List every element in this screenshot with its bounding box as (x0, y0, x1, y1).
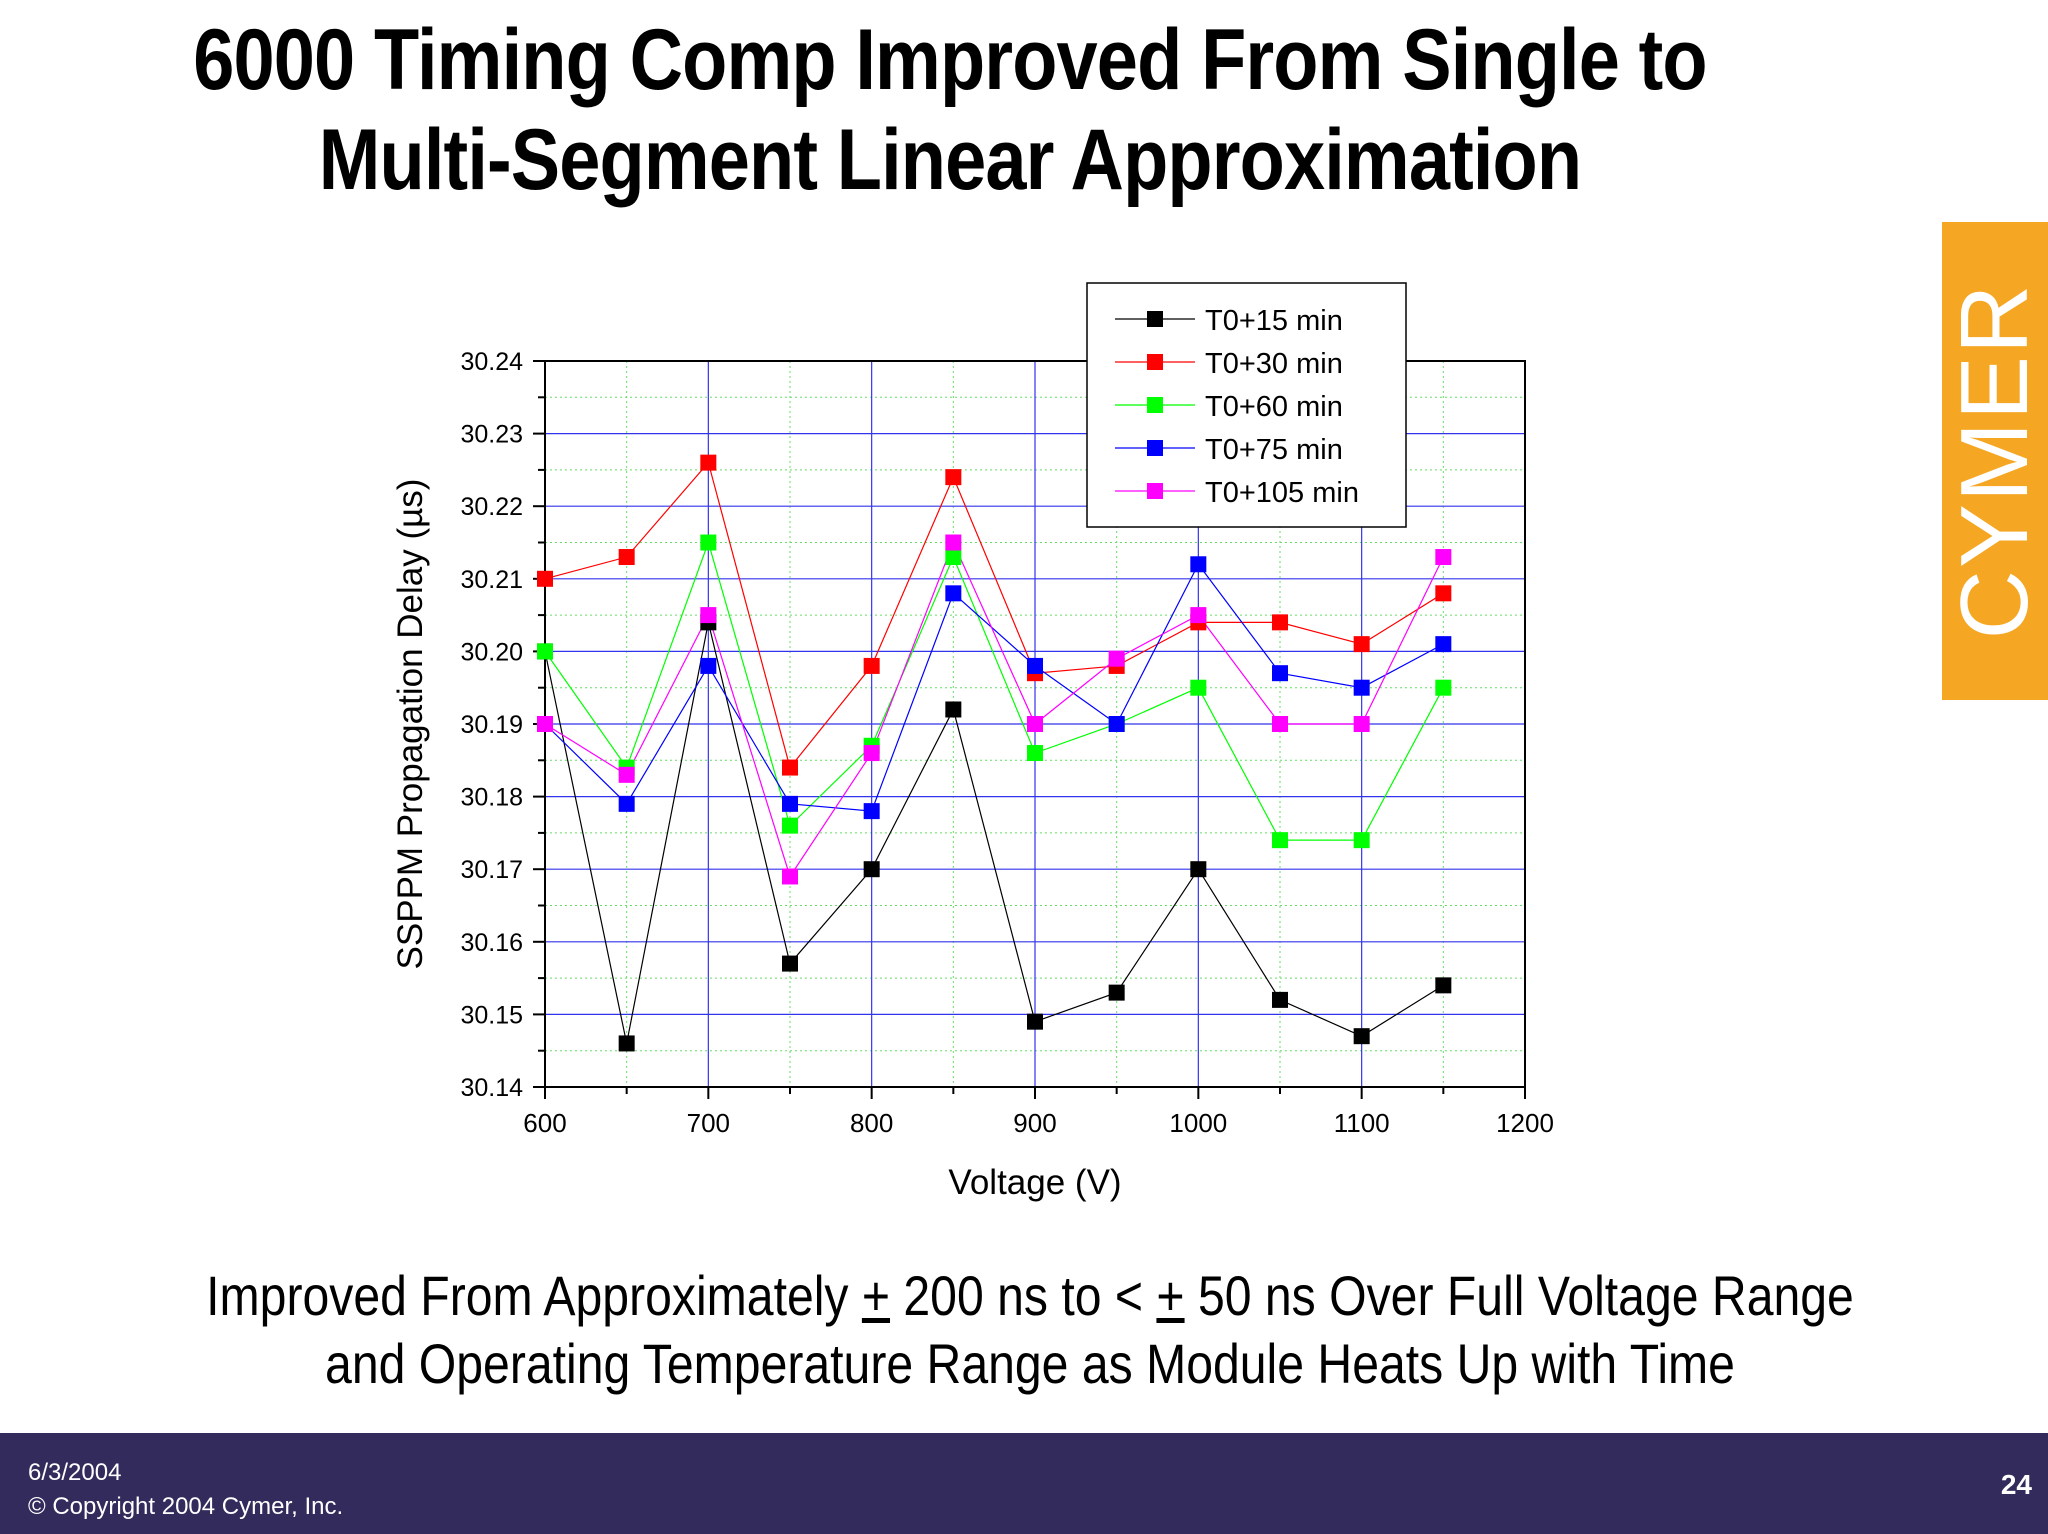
data-point (782, 795, 798, 812)
x-tick-label: 1000 (1169, 1108, 1227, 1138)
data-point (863, 657, 880, 674)
legend-label: T0+60 min (1205, 391, 1343, 423)
data-point (618, 549, 635, 566)
y-tick-label: 30.21 (460, 566, 523, 594)
data-point (1190, 679, 1207, 696)
data-point (945, 469, 962, 486)
data-point (1190, 607, 1207, 624)
data-point (945, 534, 962, 551)
data-point (618, 795, 635, 812)
data-point (1272, 716, 1288, 732)
data-point (1353, 636, 1370, 653)
y-tick-label: 30.23 (460, 421, 523, 449)
footer-date: 6/3/2004 (28, 1459, 122, 1486)
data-point (945, 585, 962, 602)
data-point (537, 643, 553, 660)
cymer-logo: CYMER (1941, 222, 2048, 700)
legend-marker (1147, 354, 1163, 370)
data-point (1027, 657, 1043, 674)
x-tick-label: 600 (523, 1108, 566, 1138)
legend-marker (1147, 397, 1163, 413)
legend-label: T0+105 min (1205, 477, 1359, 509)
data-point (700, 454, 717, 471)
legend-marker (1147, 483, 1163, 499)
data-point (945, 701, 962, 718)
data-point (1435, 549, 1452, 566)
data-point (1108, 650, 1125, 667)
data-point (1272, 665, 1288, 682)
y-tick-label: 30.15 (460, 1001, 523, 1029)
series-line (544, 540, 1444, 841)
data-point (1272, 832, 1288, 849)
data-point (700, 534, 717, 551)
data-point (863, 745, 880, 762)
x-tick-label: 1100 (1334, 1108, 1390, 1138)
y-tick-label: 30.19 (460, 711, 523, 739)
slide-title: 6000 Timing Comp Improved From Single to… (133, 10, 1767, 210)
data-point (945, 549, 962, 566)
data-point (782, 868, 798, 885)
legend-marker (1147, 440, 1163, 456)
data-point (700, 657, 717, 674)
title-line-2: Multi-Segment Linear Approximation (318, 112, 1582, 208)
logo-text: CYMER (1941, 282, 2048, 640)
x-tick-label: 700 (687, 1108, 730, 1138)
x-tick-label: 800 (850, 1108, 893, 1138)
data-point (1027, 745, 1043, 762)
chart: 600 700 800 900 1000 1100 1200 30.14 30.15 30.16 3… (391, 282, 1554, 1202)
series-line (544, 622, 1444, 1044)
data-point (537, 570, 553, 587)
caption: Improved From Approximately + 200 ns to … (144, 1262, 1916, 1398)
y-axis-label: SSPPM Propagation Delay (µs) (391, 479, 430, 970)
caption-line-1: Improved From Approximately + 200 ns to … (206, 1264, 1854, 1327)
data-point (700, 607, 717, 624)
data-point (1435, 636, 1452, 653)
x-axis-label: Voltage (V) (948, 1163, 1121, 1202)
page-number: 24 (2000, 1469, 2032, 1500)
y-tick-label: 30.16 (460, 929, 523, 957)
series-line (544, 461, 1444, 769)
data-point (1435, 977, 1452, 994)
data-point (1353, 832, 1370, 849)
data-point (618, 766, 635, 783)
y-tick-label: 30.24 (460, 348, 523, 376)
data-point (1435, 679, 1452, 696)
data-point (1435, 585, 1452, 602)
legend-label: T0+75 min (1205, 434, 1343, 466)
data-point (1353, 716, 1370, 732)
data-point (1108, 716, 1125, 732)
data-point (1272, 614, 1288, 631)
data-point (1190, 861, 1207, 878)
data-point (1272, 991, 1288, 1008)
data-point (537, 716, 553, 732)
footer-copyright: © Copyright 2004 Cymer, Inc. (28, 1493, 344, 1520)
y-tick-label: 30.18 (460, 784, 523, 812)
data-point (782, 817, 798, 834)
data-point (1108, 984, 1125, 1001)
x-tick-label: 1200 (1496, 1108, 1554, 1138)
series-line (544, 563, 1444, 812)
data-point (1353, 679, 1370, 696)
series-line (544, 540, 1444, 878)
legend-marker (1147, 311, 1163, 327)
data-point (863, 861, 880, 878)
legend-label: T0+30 min (1205, 348, 1343, 380)
data-point (1027, 716, 1043, 732)
x-tick-label: 900 (1013, 1108, 1056, 1138)
footer-bar: 6/3/2004 © Copyright 2004 Cymer, Inc. 24 (0, 1433, 2048, 1534)
y-tick-label: 30.14 (460, 1074, 523, 1102)
y-tick-label: 30.17 (460, 856, 523, 884)
data-point (618, 1035, 635, 1052)
data-point (863, 803, 880, 820)
data-point (1190, 556, 1207, 573)
title-line-1: 6000 Timing Comp Improved From Single to (193, 12, 1707, 108)
caption-line-2: and Operating Temperature Range as Modul… (325, 1332, 1735, 1395)
y-tick-label: 30.22 (460, 493, 523, 521)
data-point (1353, 1028, 1370, 1045)
data-point (782, 955, 798, 972)
y-tick-label: 30.20 (460, 638, 523, 666)
data-point (782, 759, 798, 776)
legend-label: T0+15 min (1205, 305, 1343, 337)
data-point (1027, 1013, 1043, 1030)
